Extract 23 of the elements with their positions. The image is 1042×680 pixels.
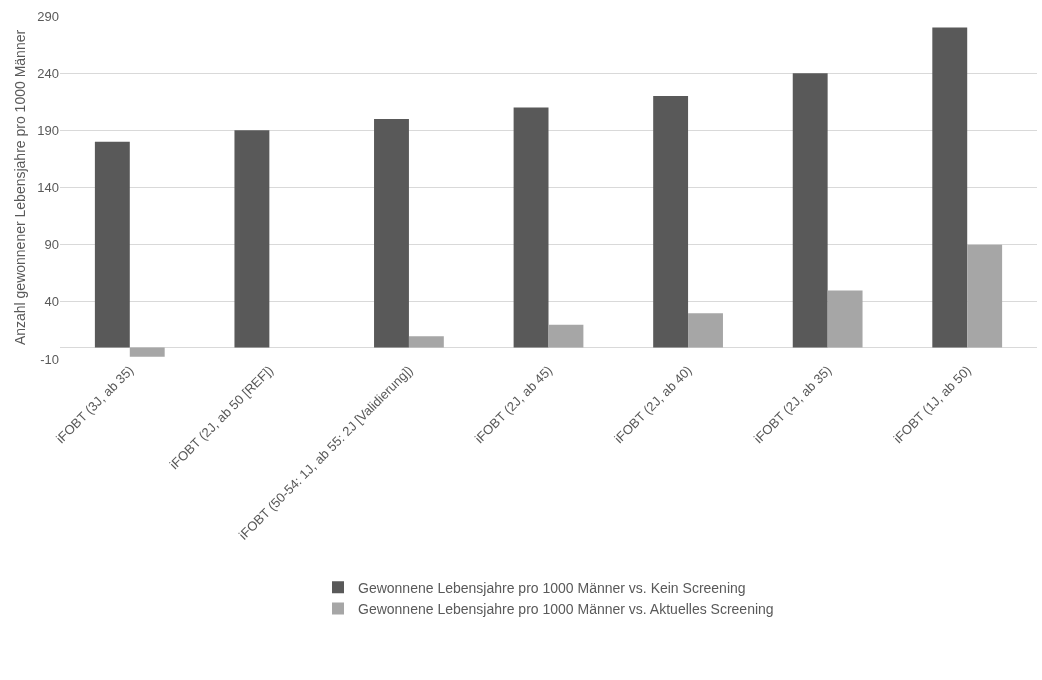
bar	[827, 290, 863, 348]
y-tick-label: 140	[37, 180, 59, 196]
bar	[792, 73, 828, 348]
y-tick-label: 290	[37, 8, 59, 24]
y-tick-label: 190	[37, 122, 59, 138]
bar	[94, 141, 130, 348]
bar	[408, 336, 444, 348]
bar	[513, 107, 549, 348]
bar	[932, 27, 968, 348]
bar	[653, 96, 689, 348]
y-tick-label: 240	[37, 65, 59, 81]
bar	[374, 118, 409, 348]
y-tick-label: 90	[44, 237, 59, 253]
bar	[234, 130, 270, 348]
y-tick-label: -10	[40, 351, 59, 367]
y-axis-title: Anzahl gewonnener Lebensjahre pro 1000 Männer	[11, 29, 28, 346]
bar	[688, 313, 723, 348]
bar	[129, 347, 165, 357]
legend-label: Gewonnene Lebensjahre pro 1000 Männer vs. Aktuelles Screening	[358, 600, 774, 617]
legend-label: Gewonnene Lebensjahre pro 1000 Männer vs. Kein Screening	[358, 579, 746, 596]
y-tick-label: 40	[44, 294, 59, 310]
bar	[548, 324, 584, 348]
bar	[967, 244, 1003, 348]
